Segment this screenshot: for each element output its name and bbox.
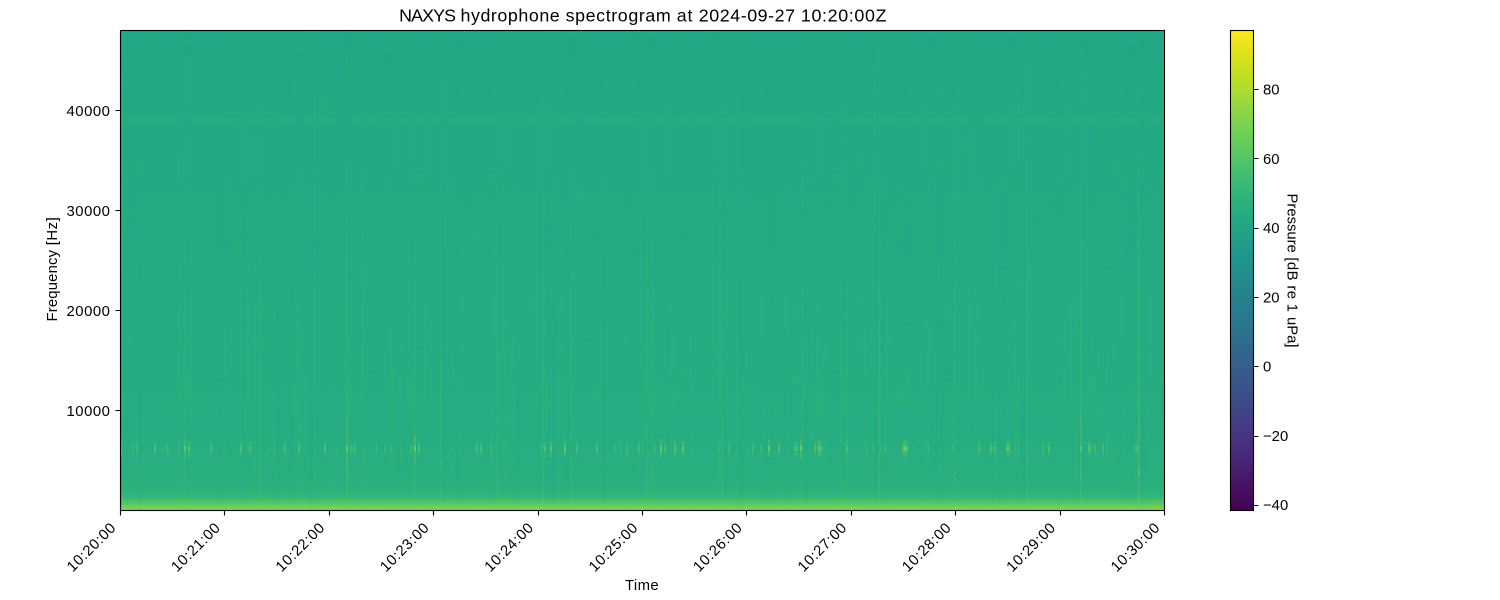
svg-text:Frequency[Hz]: Frequency[Hz] bbox=[45, 217, 61, 322]
svg-text:Time: Time bbox=[625, 578, 659, 594]
svg-text:40000: 40000 bbox=[67, 104, 111, 120]
svg-text:40: 40 bbox=[1263, 221, 1280, 237]
svg-text:Pressure[dBre1uPa]: Pressure[dBre1uPa] bbox=[1284, 194, 1300, 348]
svg-text:20000: 20000 bbox=[67, 304, 111, 320]
svg-text:−40: −40 bbox=[1263, 498, 1288, 514]
svg-text:80: 80 bbox=[1263, 83, 1280, 99]
svg-text:0: 0 bbox=[1263, 360, 1271, 376]
svg-text:30000: 30000 bbox=[67, 204, 111, 220]
svg-text:20: 20 bbox=[1263, 290, 1280, 306]
svg-text:10000: 10000 bbox=[67, 404, 111, 420]
svg-text:60: 60 bbox=[1263, 152, 1280, 168]
svg-text:−20: −20 bbox=[1263, 429, 1288, 445]
